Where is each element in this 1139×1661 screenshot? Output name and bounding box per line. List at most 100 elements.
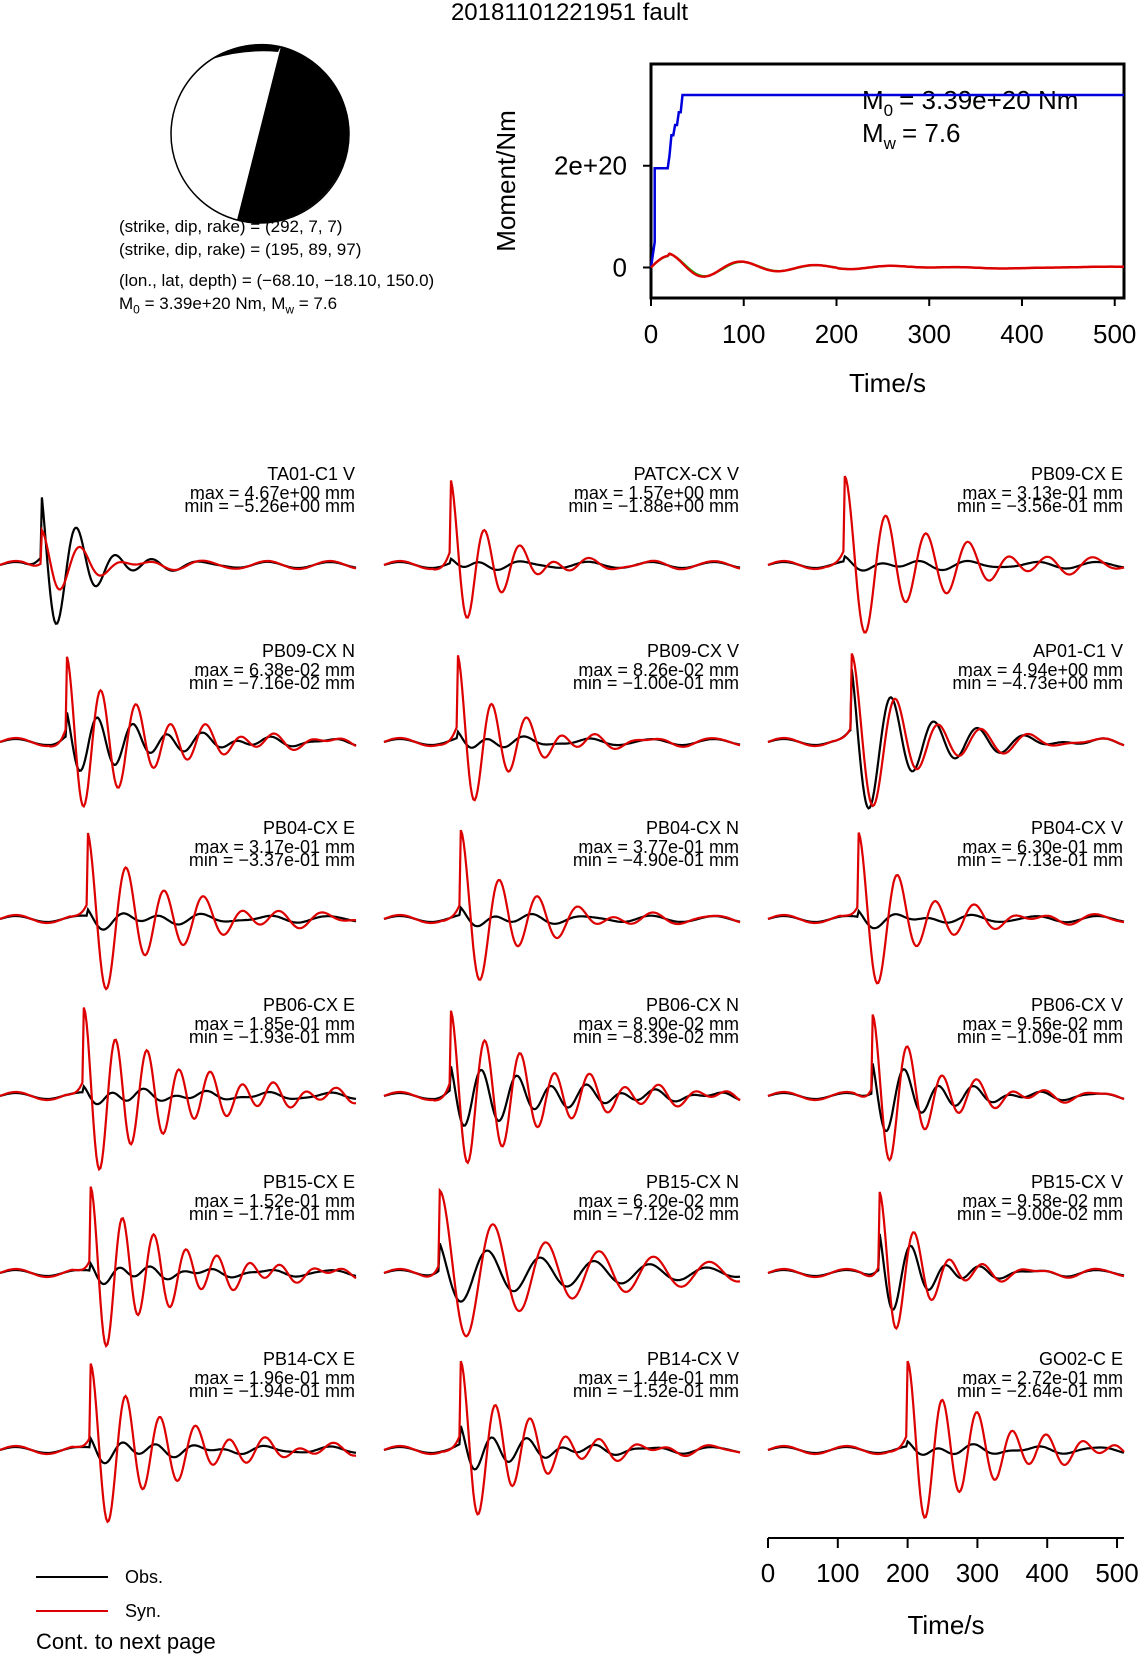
max-amplitude-label: max = 1.52e-01 mm — [194, 1191, 355, 1211]
station-label: PB09-CX V — [647, 641, 739, 661]
cumulative-moment-line — [649, 93, 1124, 268]
synthetic-trace — [383, 1010, 741, 1165]
bottom-x-tick-label: 200 — [886, 1558, 929, 1588]
max-amplitude-label: max = 1.57e+00 mm — [574, 483, 739, 503]
station-label: TA01-C1 V — [267, 464, 355, 484]
synthetic-trace — [383, 480, 741, 619]
min-amplitude-label: min = −1.93e-01 mm — [189, 1027, 355, 1047]
max-amplitude-label: max = 9.58e-02 mm — [962, 1191, 1123, 1211]
max-amplitude-label: max = 3.77e-01 mm — [578, 837, 739, 857]
synthetic-trace — [383, 1360, 741, 1516]
bottom-time-axis: 0 100 200 300 400 500 Time/s — [761, 1537, 1139, 1640]
min-amplitude-label: min = −2.64e-01 mm — [957, 1381, 1123, 1401]
m0-annotation: M0 = 3.39e+20 Nm — [862, 85, 1078, 120]
synthetic-trace — [0, 526, 357, 591]
beachball-compressional-quadrant — [237, 46, 349, 223]
min-amplitude-label: min = −5.26e+00 mm — [184, 496, 355, 516]
max-amplitude-label: max = 4.94e+00 mm — [958, 660, 1123, 680]
moment-x-tick-label: 400 — [1000, 319, 1043, 349]
bottom-x-tick-label: 0 — [761, 1558, 775, 1588]
min-amplitude-label: min = −7.13e-01 mm — [957, 850, 1123, 870]
synthetic-trace — [383, 829, 741, 981]
max-amplitude-label: max = 3.17e-01 mm — [194, 837, 355, 857]
min-amplitude-label: min = −7.12e-02 mm — [573, 1204, 739, 1224]
synthetic-trace — [0, 1186, 357, 1349]
max-amplitude-label: max = 1.85e-01 mm — [194, 1014, 355, 1034]
max-amplitude-label: max = 6.20e-02 mm — [578, 1191, 739, 1211]
station-label: PB06-CX E — [263, 995, 355, 1015]
moment-x-label: Time/s — [849, 368, 926, 398]
moment-line: M0 = 3.39e+20 Nm, Mw = 7.6 — [119, 293, 337, 320]
station-label: PB06-CX N — [646, 995, 739, 1015]
observed-trace — [767, 1063, 1125, 1133]
page-title: 20181101221951 fault — [450, 0, 689, 26]
bottom-x-tick-label: 300 — [956, 1558, 999, 1588]
min-amplitude-label: min = −1.71e-01 mm — [189, 1204, 355, 1224]
station-label: PATCX-CX V — [634, 464, 739, 484]
station-label: PB15-CX E — [263, 1172, 355, 1192]
synthetic-trace — [0, 832, 356, 991]
bottom-x-tick-label: 100 — [816, 1558, 859, 1588]
mw-annotation: Mw = 7.6 — [862, 118, 961, 153]
continuation-note: Cont. to next page — [36, 1629, 216, 1654]
station-label: PB04-CX N — [646, 818, 739, 838]
moment-rate-line-red — [650, 252, 1124, 278]
min-amplitude-label: min = −8.39e-02 mm — [573, 1027, 739, 1047]
moment-function-plot: 0 100 200 300 400 500 0 2e+20 Time/s Moment/Nm M0 =… — [491, 62, 1136, 398]
max-amplitude-label: max = 2.72e-01 mm — [962, 1368, 1123, 1388]
max-amplitude-label: max = 4.67e+00 mm — [190, 483, 355, 503]
location-line: (lon., lat, depth) = (−68.10, −18.10, 15… — [119, 271, 435, 290]
station-label: PB06-CX V — [1031, 995, 1123, 1015]
min-amplitude-label: min = −1.00e-01 mm — [573, 673, 739, 693]
min-amplitude-label: min = −1.09e-01 mm — [957, 1027, 1123, 1047]
moment-y-label: Moment/Nm — [491, 110, 521, 252]
station-label: GO02-C E — [1039, 1349, 1123, 1369]
synthetic-trace — [767, 475, 1125, 634]
bottom-x-label: Time/s — [907, 1610, 984, 1640]
max-amplitude-label: max = 6.30e-01 mm — [962, 837, 1123, 857]
legend-syn-label: Syn. — [125, 1601, 161, 1621]
station-label: PB14-CX E — [263, 1349, 355, 1369]
synthetic-trace — [0, 1007, 357, 1172]
observed-trace — [0, 497, 357, 625]
mechanism-line-2: (strike, dip, rake) = (195, 89, 97) — [119, 240, 362, 259]
min-amplitude-label: min = −1.52e-01 mm — [573, 1381, 739, 1401]
min-amplitude-label: min = −7.16e-02 mm — [189, 673, 355, 693]
min-amplitude-label: min = −4.90e-01 mm — [573, 850, 739, 870]
moment-x-tick-label: 500 — [1093, 319, 1136, 349]
bottom-x-tick-label: 400 — [1026, 1558, 1069, 1588]
max-amplitude-label: max = 8.90e-02 mm — [578, 1014, 739, 1034]
synthetic-trace — [383, 655, 741, 802]
mw-tail: = 7.6 — [294, 294, 338, 313]
station-label: PB15-CX V — [1031, 1172, 1123, 1192]
synthetic-trace — [383, 1187, 741, 1338]
min-amplitude-label: min = −3.56e-01 mm — [957, 496, 1123, 516]
station-label: AP01-C1 V — [1033, 641, 1123, 661]
min-amplitude-label: min = −1.88e+00 mm — [568, 496, 739, 516]
max-amplitude-label: max = 6.38e-02 mm — [194, 660, 355, 680]
observed-trace — [0, 1083, 357, 1106]
focal-mechanism-beachball — [170, 43, 350, 224]
min-amplitude-label: min = −1.94e-01 mm — [189, 1381, 355, 1401]
min-amplitude-label: min = −3.37e-01 mm — [189, 850, 355, 870]
station-label: PB09-CX N — [262, 641, 355, 661]
synthetic-trace — [0, 656, 357, 809]
moment-x-tick-label: 200 — [815, 319, 858, 349]
